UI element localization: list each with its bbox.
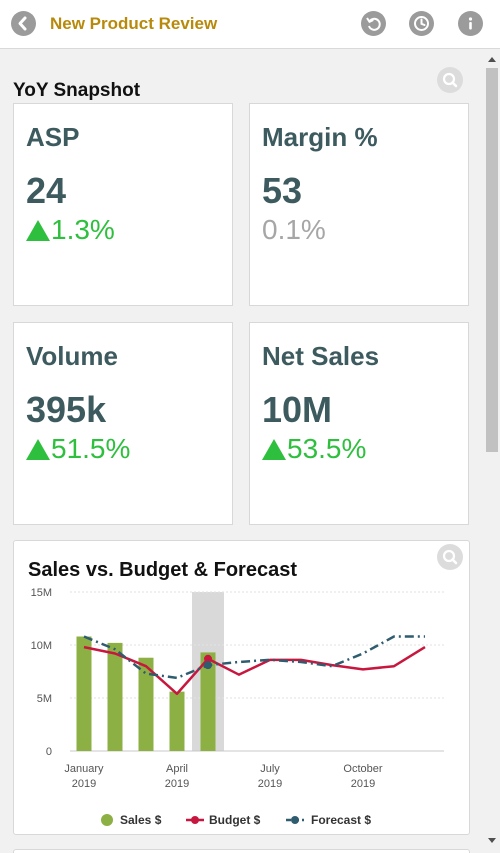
x-tick-label: January	[64, 763, 104, 775]
kpi-change-value: 1.3%	[51, 214, 115, 245]
kpi-card-volume[interactable]: Volume 395k 51.5%	[13, 322, 233, 525]
x-tick-label: 2019	[72, 778, 96, 790]
app-header: New Product Review	[0, 0, 500, 49]
kpi-label: ASP	[26, 122, 80, 152]
kpi-card-net-sales[interactable]: Net Sales 10M 53.5%	[249, 322, 469, 525]
section-title: YoY Snapshot	[13, 80, 141, 101]
kpi-change: 51.5%	[26, 433, 130, 465]
kpi-card-asp[interactable]: ASP 24 1.3%	[13, 103, 233, 306]
search-icon[interactable]	[437, 544, 463, 570]
sales-bar	[138, 657, 154, 751]
up-triangle-icon	[262, 438, 286, 460]
y-tick-label: 15M	[31, 587, 52, 599]
budget-point	[204, 654, 212, 663]
vertical-scrollbar[interactable]	[484, 50, 500, 853]
x-tick-label: 2019	[165, 778, 189, 790]
dashboard-content: YoY Snapshot ASP 24 1.3% Margin % 53 0.1…	[0, 50, 484, 853]
kpi-change: 53.5%	[262, 433, 366, 465]
back-arrow-icon[interactable]	[11, 11, 36, 36]
sales-chart[interactable]: 0 5M 10M 15M January 2019 April 2019 July 2019 Oct…	[14, 541, 471, 836]
scroll-up-icon[interactable]	[488, 57, 496, 62]
app-title: New Product Review	[50, 14, 218, 33]
kpi-change-value: 53.5%	[287, 433, 367, 464]
y-tick-label: 10M	[31, 640, 52, 652]
legend-label: Forecast $	[311, 813, 371, 827]
y-tick-label: 0	[46, 746, 52, 758]
legend-forecast-icon	[291, 816, 299, 824]
up-triangle-icon	[26, 438, 50, 460]
kpi-value: 10M	[262, 389, 333, 430]
kpi-change-value: 0.1%	[262, 214, 326, 245]
legend-budget-icon	[191, 816, 199, 824]
x-tick-label: 2019	[351, 778, 375, 790]
x-tick-label: July	[260, 763, 280, 775]
x-tick-label: 2019	[258, 778, 282, 790]
kpi-label: Margin %	[262, 122, 378, 152]
kpi-value: 395k	[26, 389, 107, 430]
undo-icon[interactable]	[361, 11, 386, 36]
forecast-point	[204, 661, 212, 670]
info-icon[interactable]	[458, 11, 483, 36]
up-triangle-icon	[26, 219, 50, 241]
kpi-change-value: 51.5%	[51, 433, 131, 464]
legend-sales-icon	[101, 814, 113, 826]
next-card[interactable]	[13, 849, 470, 853]
sales-bar	[169, 691, 185, 751]
scroll-down-icon[interactable]	[488, 838, 496, 843]
legend-label: Budget $	[209, 813, 261, 827]
search-icon[interactable]	[437, 67, 463, 93]
history-icon[interactable]	[409, 11, 434, 36]
sales-bar	[200, 652, 216, 751]
kpi-change: 0.1%	[262, 214, 326, 246]
legend-label: Sales $	[120, 813, 162, 827]
scroll-thumb[interactable]	[486, 68, 498, 452]
chart-title: Sales vs. Budget & Forecast	[28, 559, 297, 581]
budget-line	[83, 645, 426, 696]
kpi-label: Volume	[26, 341, 118, 371]
sales-bar	[76, 636, 92, 751]
forecast-line	[83, 635, 425, 680]
sales-chart-card[interactable]: 0 5M 10M 15M January 2019 April 2019 July 2019 Oct…	[13, 540, 470, 835]
kpi-value: 53	[262, 170, 303, 211]
sales-bar	[107, 642, 123, 751]
kpi-card-margin[interactable]: Margin % 53 0.1%	[249, 103, 469, 306]
x-tick-label: October	[343, 763, 382, 775]
kpi-label: Net Sales	[262, 341, 380, 371]
kpi-value: 24	[26, 170, 67, 211]
x-tick-label: April	[166, 763, 188, 775]
kpi-change: 1.3%	[26, 214, 115, 246]
y-tick-label: 5M	[37, 693, 52, 705]
